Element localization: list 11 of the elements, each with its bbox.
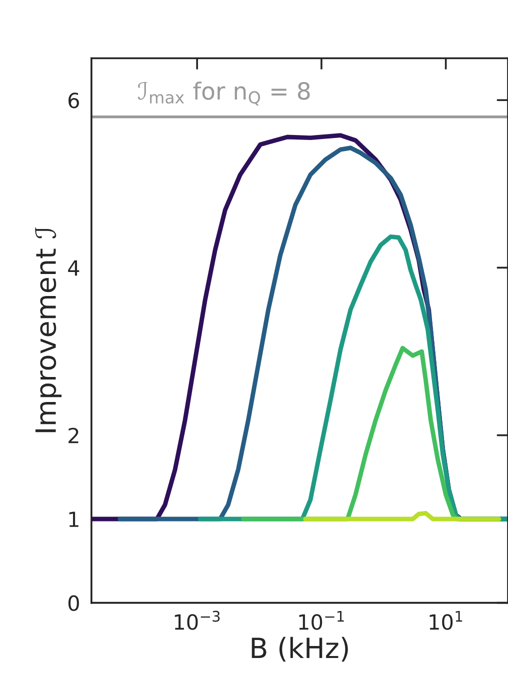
y-axis-title: Improvement ℐ bbox=[35, 227, 62, 432]
y-tick-label: 4 bbox=[68, 260, 80, 276]
y-tick-label: 6 bbox=[68, 92, 80, 108]
x-tick-label: 10$^{−3}$ bbox=[174, 610, 220, 630]
y-tick-label: 0 bbox=[68, 595, 79, 612]
x-axis-title: B (kHz) bbox=[252, 636, 348, 662]
x-tick-label: 10$^{1}$ bbox=[430, 610, 462, 630]
x-tick-label: 10$^{−1}$ bbox=[299, 610, 344, 630]
annotation: ℐ$_{max}$ for n$_{Q}$ = 8 bbox=[138, 82, 310, 106]
y-tick-label: 1 bbox=[69, 512, 78, 527]
y-tick-label: 2 bbox=[68, 428, 78, 444]
